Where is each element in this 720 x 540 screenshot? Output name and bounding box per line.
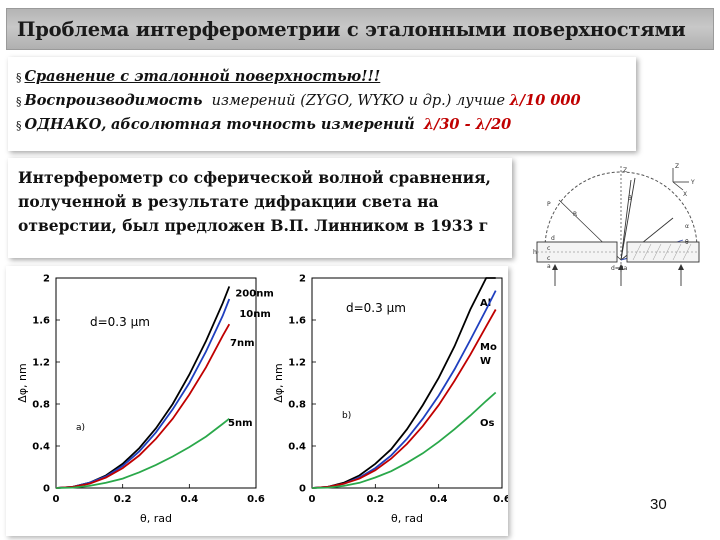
series-line-5nm [55,417,230,489]
series-line-al [311,277,496,489]
scheme-label: θ [628,195,632,202]
series-label-al: Al [480,298,491,309]
description-box: Интерферометр со сферической волной срав… [8,158,512,258]
slide-title: Проблема интерферометрии с эталонными по… [17,18,686,41]
x-tick-label: 0 [53,494,60,505]
x-axis-label: θ, rad [391,512,423,525]
scheme-label: P [547,201,551,208]
y-tick-label: 0 [299,484,306,495]
plot-frame [55,277,257,489]
scheme-label: X [683,191,687,198]
panel-label: a) [76,423,85,433]
series-label-200nm: 200nm [235,288,273,299]
plots-svg: 0 0.4 0.8 1.2 1.6 2 0 0.2 0.4 0.6 θ, rad Δφ, nm d=0.… [16,274,511,526]
scheme-label: Z [675,163,679,170]
series-label-10nm: 10nm [239,309,270,320]
y-tick-label: 0.4 [32,442,50,453]
beam-line [620,177,636,261]
plots-box: 0 0.4 0.8 1.2 1.6 2 0 0.2 0.4 0.6 θ, rad Δφ, nm d=0.… [6,266,511,536]
arrow-head [678,264,684,270]
arrow-head [552,264,558,270]
bullet-marker: § [16,119,22,132]
x-axis-label: θ, rad [140,512,172,525]
bullet-text-3b: абсолютная точность измерений [111,116,415,133]
bullet-line-3: § ОДНАКО, абсолютная точность измерений λ… [16,113,628,137]
interferometer-scheme: Z Z X Y P R θ d h c c d=2a a α θ [533,160,703,292]
scheme-label: c [547,255,550,262]
series-label-os: Os [480,418,495,429]
bullet-text-1: Сравнение с эталонной поверхностью!!! [24,68,381,85]
series-label-w: W [480,356,491,367]
y-tick-label: 0.8 [32,400,50,411]
bullet-box: § Сравнение с эталонной поверхностью!!! §… [8,57,636,151]
scheme-label: R [573,211,577,218]
axes-icon-x [672,181,684,191]
bullet-marker: § [16,71,22,84]
bullet-text-2a: Воспроизводимость [24,92,203,109]
series-line-mo [311,290,497,489]
x-tick-label: 0.2 [366,494,384,505]
bullet-text-2b: измерений (ZYGO, WYKO и др.) лучше [211,93,506,109]
x-tick-label: 0.6 [247,494,265,505]
arrow-head [618,264,624,270]
series-line-os [311,391,497,489]
description-line-2: полученной в результате дифракции света … [18,192,439,211]
bullet-line-2: § Воспроизводимость измерений (ZYGO, WYKO… [16,89,628,113]
x-tick-label: 0 [309,494,316,505]
x-tick-label: 0.4 [430,494,448,505]
x-tick-label: 0.2 [114,494,132,505]
scheme-label: c [547,245,550,252]
bullet-line-1: § Сравнение с эталонной поверхностью!!! [16,65,628,89]
x-tick-label: 0.6 [493,494,508,505]
beam-line [620,179,632,261]
series-line-7nm [55,323,231,489]
y-tick-label: 0 [43,484,50,495]
scheme-label: d [551,235,555,242]
scheme-label: α [685,223,689,230]
chart-annotation: d=0.3 µm [90,315,150,329]
chart-annotation: d=0.3 µm [346,301,406,315]
y-axis-label: Δφ, nm [16,363,29,402]
x-tick-label: 0.4 [180,494,198,505]
y-axis-label: Δφ, nm [272,363,285,402]
bullet-marker: § [16,95,22,108]
y-tick-label: 2 [43,274,50,285]
hatch-lines [632,243,692,261]
page-number: 30 [650,496,667,513]
y-tick-label: 0.8 [288,400,306,411]
scheme-label: Y [690,179,695,186]
bullet-text-3c: λ/30 - λ/20 [423,116,512,133]
title-bar: Проблема интерферометрии с эталонными по… [6,8,714,50]
y-tick-label: 0.4 [288,442,306,453]
series-label-5nm: 5nm [228,418,253,429]
series-label-7nm: 7nm [230,338,255,349]
scheme-label: d=2a [611,265,628,272]
scheme-diagram: Z Z X Y P R θ d h c c d=2a a α θ [533,163,700,286]
plot-frame [311,277,503,489]
scheme-label: θ [685,239,689,246]
y-tick-label: 2 [299,274,306,285]
scheme-label: Z [623,167,627,174]
panel-label: b) [342,411,351,421]
scheme-label: a [547,263,551,270]
y-tick-label: 1.6 [288,316,306,327]
y-tick-label: 1.2 [288,358,306,369]
y-tick-label: 1.6 [32,316,50,327]
series-label-mo: Mo [480,342,497,353]
y-tick-label: 1.2 [32,358,50,369]
description-line-1: Интерферометр со сферической волной срав… [18,168,491,187]
description-line-3: отверстии, был предложен В.П. Линником в… [18,216,489,235]
scheme-label: h [533,249,537,256]
bullet-text-3a: ОДНАКО, [24,116,107,133]
bullet-text-2c: λ/10 000 [509,92,581,109]
series-line-w [311,309,497,489]
